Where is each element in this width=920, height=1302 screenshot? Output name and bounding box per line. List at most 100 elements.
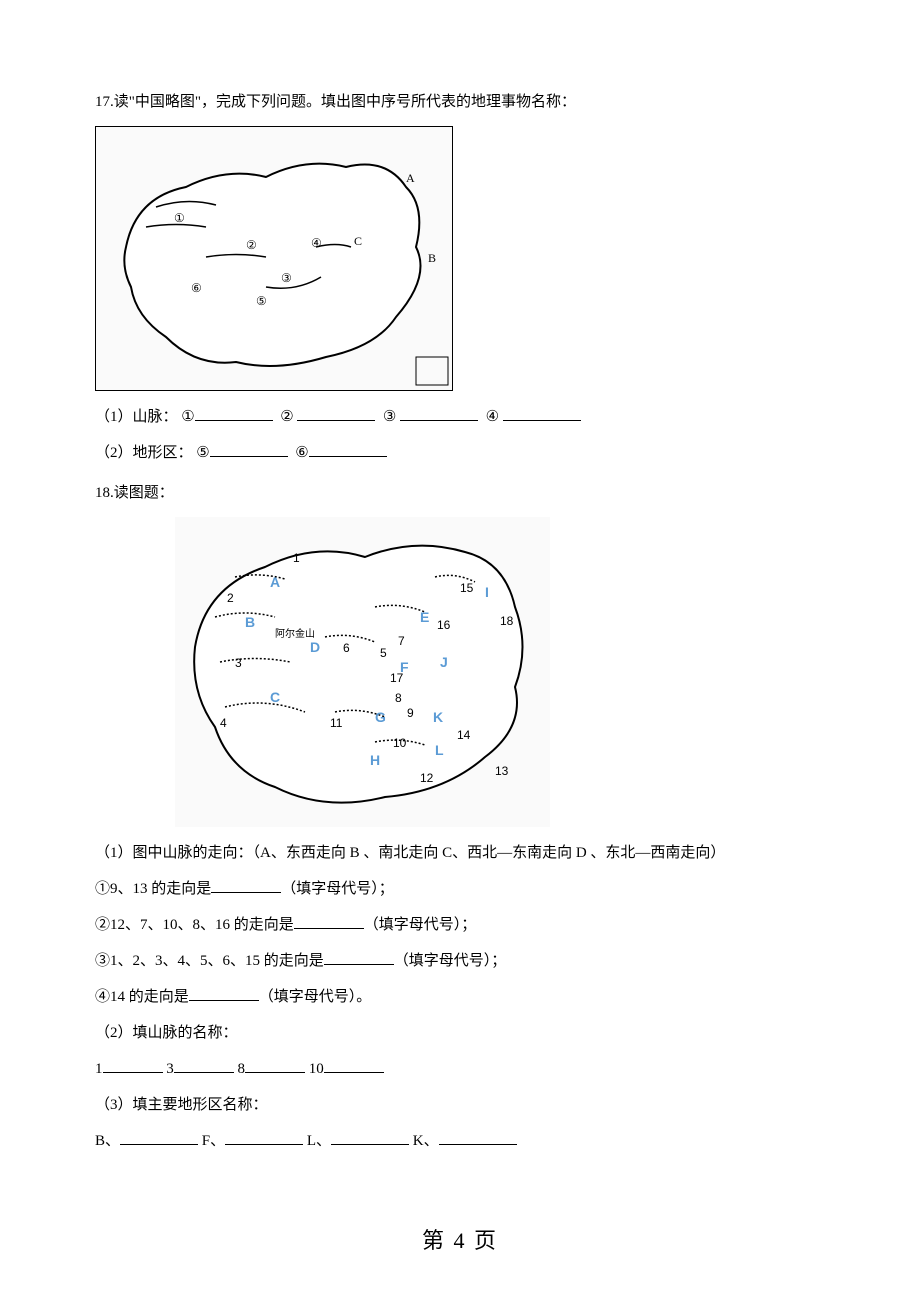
q18-sub2-n3: 3 [166, 1061, 174, 1077]
map1-n4: ④ [311, 236, 322, 250]
q18-sub2-n8: 8 [238, 1061, 246, 1077]
q17-map-svg: A B C ① ② ③ ④ ⑤ ⑥ [96, 127, 452, 390]
map1-inset [416, 357, 448, 385]
q17-sub1-item-1: ① [181, 405, 194, 429]
map2-G: G [375, 709, 386, 725]
map1-n6: ⑥ [191, 281, 202, 295]
q17-map: A B C ① ② ③ ④ ⑤ ⑥ [95, 126, 453, 391]
blank[interactable] [210, 442, 288, 457]
q17-sub2: （2）地形区： ⑤ ⑥ [95, 441, 825, 465]
map2-n15: 15 [460, 581, 474, 595]
map2-n16: 16 [437, 618, 451, 632]
q18-sub2-n1: 1 [95, 1061, 103, 1077]
q17-sub2-item-5: ⑤ [196, 441, 209, 465]
q18-sub2-head: （2）填山脉的名称： [95, 1021, 825, 1045]
map2-n1: 1 [293, 551, 300, 565]
map2-n18: 18 [500, 614, 514, 628]
q18-sub1-4: ④14 的走向是 （填字母代号）。 [95, 985, 825, 1009]
q18-sub1-1-tail: （填字母代号）； [281, 881, 394, 897]
q18-prompt: 18.读图题： [95, 481, 825, 505]
blank[interactable] [189, 986, 259, 1001]
q17-sub1: （1）山脉： ① ② ③ ④ [95, 405, 825, 429]
q17-sub1-item-3: ③ [383, 405, 396, 429]
blank[interactable] [297, 406, 375, 421]
q18-sub3-B: B、 [95, 1133, 120, 1149]
map2-n9: 9 [407, 706, 414, 720]
blank[interactable] [331, 1130, 409, 1145]
map2-C: C [270, 689, 280, 705]
q17-prompt: 17.读"中国略图"，完成下列问题。填出图中序号所代表的地理事物名称： [95, 90, 825, 114]
q18-sub3-F: F、 [202, 1133, 225, 1149]
map1-n3: ③ [281, 271, 292, 285]
map2-n8: 8 [395, 691, 402, 705]
map2-H: H [370, 752, 380, 768]
q18-sub3-L: L、 [307, 1133, 331, 1149]
map2-n6: 6 [343, 641, 350, 655]
map2-D: D [310, 639, 320, 655]
map2-n17: 17 [390, 671, 404, 685]
china-outline [124, 164, 420, 366]
blank[interactable] [174, 1058, 234, 1073]
map2-n14: 14 [457, 728, 471, 742]
q17-sub1-prefix: （1）山脉： [95, 409, 178, 425]
map1-A: A [406, 171, 415, 185]
blank[interactable] [503, 406, 581, 421]
q18-sub2-n10: 10 [309, 1061, 324, 1077]
blank[interactable] [294, 914, 364, 929]
map2-n7: 7 [398, 634, 405, 648]
map2-K: K [433, 709, 443, 725]
q18-sub1-4-text: ④14 的走向是 [95, 989, 189, 1005]
q18-sub1-1: ①9、13 的走向是 （填字母代号）； [95, 877, 825, 901]
q18-sub3-head: （3）填主要地形区名称： [95, 1093, 825, 1117]
q18-map: A B C D E F G H I J K L 1 2 3 4 5 6 7 8 … [175, 517, 550, 827]
map2-aerjin: 阿尔金山 [275, 627, 315, 640]
q17-sub2-item-6: ⑥ [295, 441, 308, 465]
blank[interactable] [103, 1058, 163, 1073]
map2-n5: 5 [380, 646, 387, 660]
q18-sub1-1-text: ①9、13 的走向是 [95, 881, 211, 897]
blank[interactable] [195, 406, 273, 421]
q18-sub3-line: B、 F、 L、 K、 [95, 1129, 825, 1153]
q18-sub1-3: ③1、2、3、4、5、6、15 的走向是 （填字母代号）； [95, 949, 825, 973]
blank[interactable] [309, 442, 387, 457]
blank[interactable] [225, 1130, 303, 1145]
map1-B: B [428, 251, 436, 265]
map2-n4: 4 [220, 716, 227, 730]
q18-map-svg: A B C D E F G H I J K L 1 2 3 4 5 6 7 8 … [175, 517, 550, 827]
map2-n12: 12 [420, 771, 434, 785]
q18-sub1-2-tail: （填字母代号）； [364, 917, 477, 933]
map2-n3: 3 [235, 656, 242, 670]
map2-B: B [245, 614, 255, 630]
map2-L: L [435, 742, 444, 758]
q17-sub1-item-4: ④ [486, 405, 499, 429]
blank[interactable] [245, 1058, 305, 1073]
blank[interactable] [439, 1130, 517, 1145]
blank[interactable] [324, 1058, 384, 1073]
map2-J: J [440, 654, 448, 670]
blank[interactable] [120, 1130, 198, 1145]
map1-n1: ① [174, 211, 185, 225]
blank[interactable] [324, 950, 394, 965]
map1-n2: ② [246, 238, 257, 252]
map2-n13: 13 [495, 764, 509, 778]
blank[interactable] [400, 406, 478, 421]
map2-n2: 2 [227, 591, 234, 605]
map2-n11: 11 [330, 716, 343, 730]
q18-sub1-4-tail: （填字母代号）。 [259, 989, 372, 1005]
map2-n10: 10 [393, 736, 407, 750]
map2-A: A [270, 574, 280, 590]
q18-sub2-line: 1 3 8 10 [95, 1057, 825, 1081]
q18-sub3-K: K、 [413, 1133, 439, 1149]
q17-sub2-prefix: （2）地形区： [95, 445, 193, 461]
q18-sub1-3-text: ③1、2、3、4、5、6、15 的走向是 [95, 953, 324, 969]
map1-C: C [354, 234, 362, 248]
map1-n5: ⑤ [256, 294, 267, 308]
page-footer: 第 4 页 [0, 1223, 920, 1258]
map2-I: I [485, 584, 489, 600]
map2-E: E [420, 609, 429, 625]
q18-sub1-2-text: ②12、7、10、8、16 的走向是 [95, 917, 294, 933]
q18-sub1-3-tail: （填字母代号）； [394, 953, 507, 969]
blank[interactable] [211, 878, 281, 893]
q18-sub1-head: （1）图中山脉的走向：（A、东西走向 B 、南北走向 C、西北—东南走向 D 、… [95, 841, 825, 865]
q17-sub1-item-2: ② [280, 405, 293, 429]
